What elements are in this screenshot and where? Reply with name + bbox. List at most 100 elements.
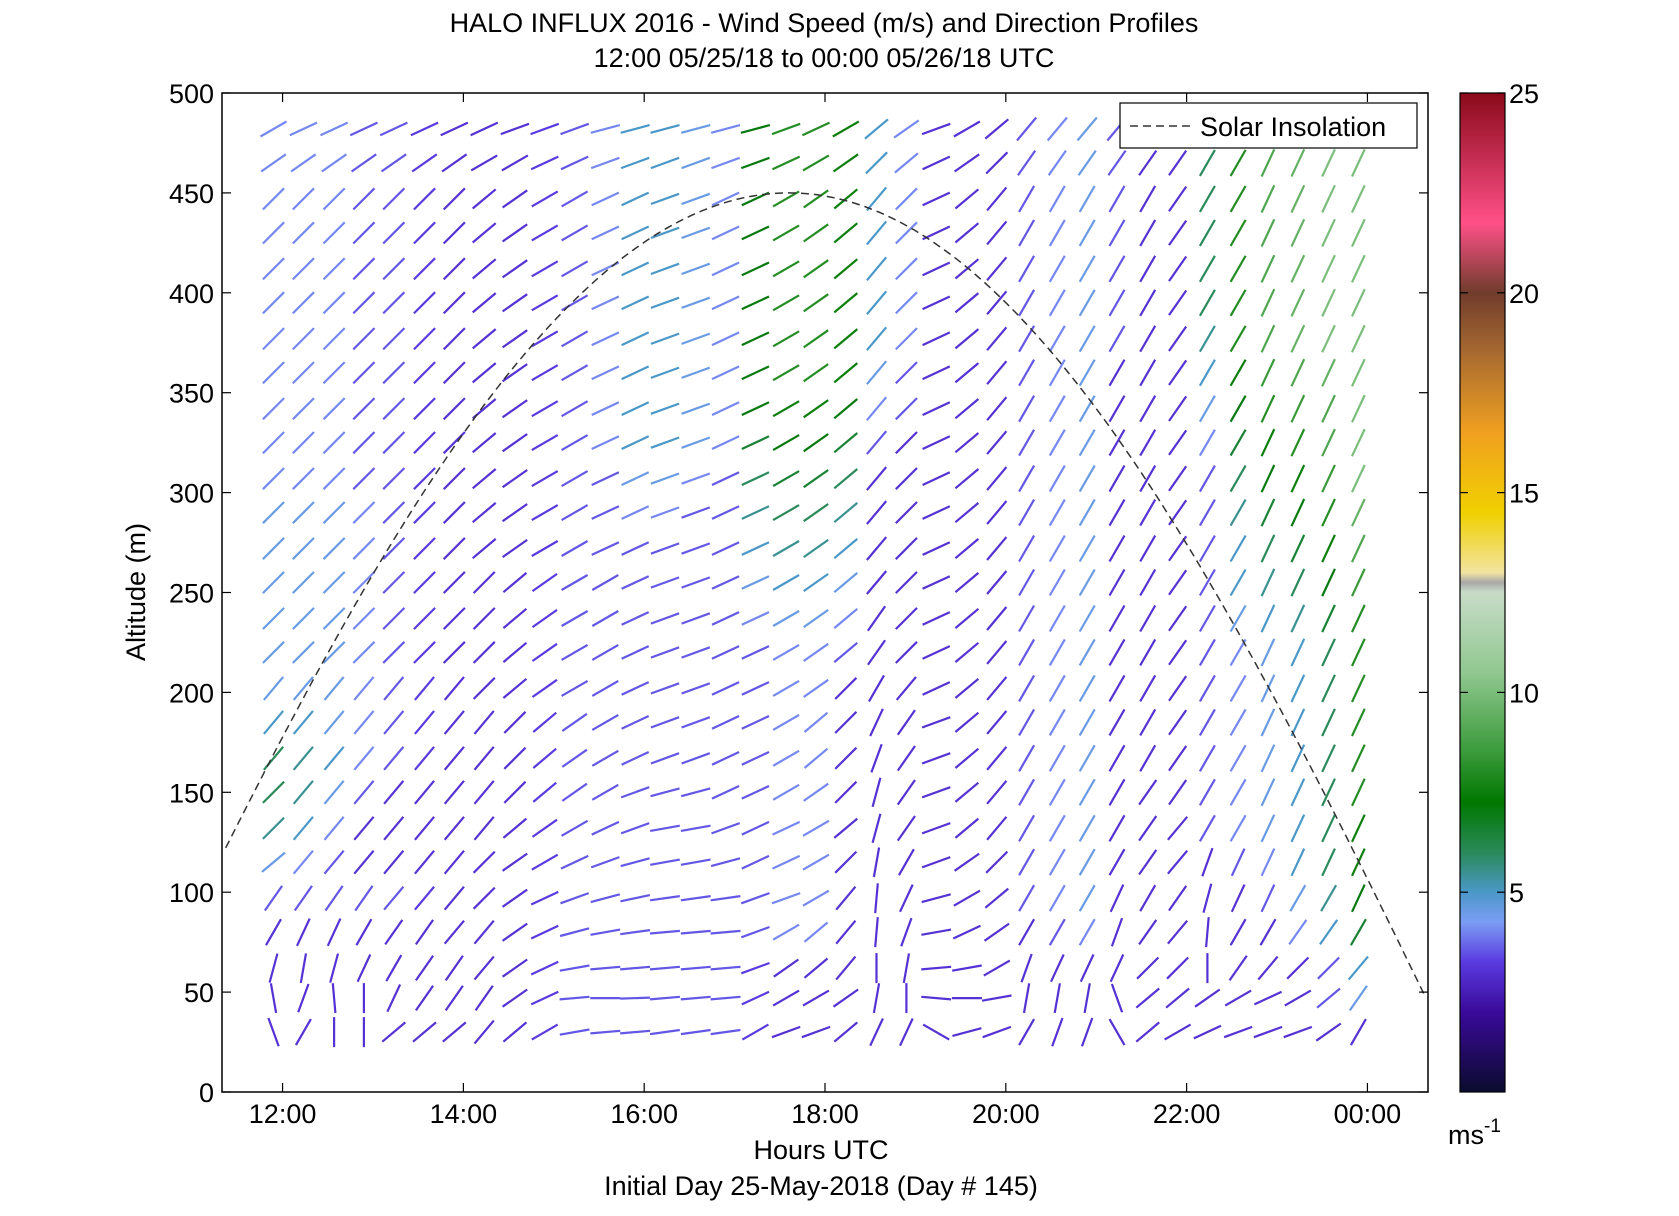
wind-barb (1198, 255, 1216, 283)
wind-barb (1260, 778, 1276, 807)
y-tick-label: 100 (169, 878, 214, 908)
wind-barb (531, 224, 559, 242)
wind-barb (681, 576, 711, 589)
wind-barb (590, 893, 621, 904)
wind-barb (922, 681, 951, 696)
wind-barb (833, 572, 859, 594)
wind-barb (1108, 604, 1126, 633)
wind-barb (1168, 745, 1188, 772)
wind-barb (772, 260, 800, 278)
wind-barb (1229, 429, 1247, 457)
wind-barb (1078, 814, 1096, 842)
x-tick-label: 16:00 (610, 1099, 678, 1129)
wind-barb (680, 824, 711, 832)
wind-barb (353, 849, 375, 875)
wind-barb (292, 676, 314, 701)
wind-barb (866, 220, 888, 246)
wind-barb (1108, 535, 1126, 563)
wind-barb (1198, 568, 1216, 597)
wind-barb (711, 575, 740, 590)
wind-barb (322, 467, 346, 490)
wind-barb (1018, 744, 1036, 772)
wind-barb (772, 190, 800, 208)
wind-barb (503, 746, 527, 770)
wind-barb (986, 780, 1008, 805)
wind-barb (1020, 953, 1033, 983)
wind-barb (382, 291, 406, 315)
wind-barb (803, 678, 829, 698)
wind-barb (620, 965, 651, 971)
wind-barb (294, 1018, 312, 1046)
wind-barb (681, 226, 711, 240)
wind-barb (772, 540, 800, 557)
wind-barb (621, 471, 650, 486)
wind-barb (1018, 884, 1036, 912)
wind-barb (803, 921, 829, 943)
wind-barb (292, 467, 315, 490)
wind-barb (834, 746, 858, 770)
wind-barb (1108, 744, 1126, 772)
wind-barb (870, 743, 883, 773)
wind-barb (650, 262, 680, 276)
solar-insolation-curve (225, 192, 1427, 999)
wind-barb (834, 850, 858, 874)
wind-barb (352, 641, 376, 664)
wind-barb (442, 291, 466, 315)
wind-barb (650, 472, 680, 485)
wind-barb (986, 256, 1008, 282)
wind-barb (741, 715, 770, 730)
wind-barb (650, 124, 680, 134)
wind-barb (591, 713, 619, 731)
wind-barb (1260, 148, 1276, 177)
wind-barb (834, 677, 858, 700)
wind-barb (1260, 638, 1276, 667)
colorbar-tick-label: 20 (1509, 279, 1539, 309)
wind-barb (1290, 148, 1306, 177)
wind-barb (501, 852, 528, 872)
wind-barb (711, 435, 740, 450)
wind-barb (986, 710, 1008, 735)
wind-barb (1139, 185, 1157, 213)
wind-barb (1048, 744, 1066, 772)
wind-barb (292, 187, 315, 211)
wind-barb (1260, 254, 1276, 283)
wind-barb (1048, 429, 1066, 457)
wind-barb (1168, 185, 1188, 212)
wind-barb (443, 919, 465, 945)
wind-barb (986, 290, 1008, 316)
wind-barb (1351, 498, 1366, 527)
wind-barb (1198, 395, 1216, 423)
wind-barb (1320, 884, 1338, 912)
wind-barb (871, 813, 882, 844)
wind-barb (1198, 674, 1216, 702)
wind-barb (1348, 985, 1368, 1012)
y-tick-label: 250 (169, 579, 214, 609)
wind-barb (1283, 1025, 1313, 1039)
wind-barb (1229, 918, 1247, 946)
chart-subtitle: 12:00 05/25/18 to 00:00 05/26/18 UTC (594, 43, 1055, 73)
wind-barb (1229, 778, 1247, 806)
wind-barb (353, 710, 375, 735)
wind-barb (1078, 499, 1096, 527)
wind-barb (866, 326, 888, 351)
wind-barb (803, 711, 829, 733)
wind-barb (1168, 289, 1188, 316)
wind-barb (296, 918, 311, 947)
wind-barb (1078, 289, 1096, 317)
wind-barb (954, 468, 980, 490)
wind-barb (292, 780, 314, 805)
wind-barb (1351, 358, 1366, 387)
wind-barb (1321, 358, 1336, 387)
wind-barb (1260, 428, 1276, 457)
wind-barb (1048, 604, 1066, 633)
wind-barb (803, 503, 829, 523)
wind-barb (382, 187, 406, 211)
wind-barb (1018, 429, 1036, 457)
wind-barb (896, 815, 916, 842)
wind-barb (322, 501, 346, 524)
wind-barb (895, 467, 918, 490)
wind-barb (921, 822, 951, 835)
wind-barb (470, 154, 498, 172)
wind-barb (772, 330, 800, 348)
wind-barb (741, 854, 770, 870)
